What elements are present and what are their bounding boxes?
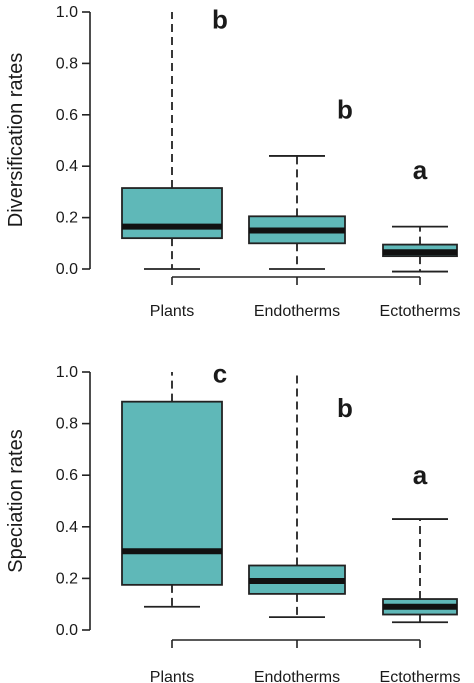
y-tick-label: 0.2 bbox=[56, 210, 78, 227]
speciation-panel: 0.0 0.2 0.4 0.6 0.8 1.0 Speciation rates Plants… bbox=[5, 358, 460, 683]
y-tick-label: 0.2 bbox=[56, 570, 78, 587]
y-tick-label: 0.8 bbox=[56, 55, 78, 72]
diversification-panel: 0.0 0.2 0.4 0.6 0.8 1.0 Diversification rates P… bbox=[5, 4, 460, 320]
y-tick-label: 0.0 bbox=[56, 622, 78, 639]
y-tick-label: 0.0 bbox=[56, 261, 78, 278]
significance-letter: b bbox=[337, 393, 353, 423]
y-axis-title: Diversification rates bbox=[5, 53, 27, 228]
y-tick-label: 1.0 bbox=[56, 4, 78, 21]
y-axis-title: Speciation rates bbox=[5, 429, 27, 572]
y-tick-label: 0.8 bbox=[56, 416, 78, 433]
x-category-label: Endotherms bbox=[254, 669, 340, 683]
box-iqr bbox=[121, 400, 223, 586]
significance-letter: b bbox=[337, 95, 353, 125]
x-category-label: Plants bbox=[150, 669, 194, 683]
y-tick-label: 1.0 bbox=[56, 364, 78, 381]
y-tick-label: 0.4 bbox=[56, 158, 78, 175]
y-tick-label: 0.4 bbox=[56, 519, 78, 536]
significance-letter: c bbox=[213, 358, 227, 388]
x-category-label: Endotherms bbox=[254, 303, 340, 320]
x-category-label: Ectotherms bbox=[380, 669, 461, 683]
significance-letter: a bbox=[413, 155, 428, 185]
x-category-label: Plants bbox=[150, 303, 194, 320]
x-category-label: Ectotherms bbox=[380, 303, 461, 320]
y-tick-label: 0.6 bbox=[56, 467, 78, 484]
significance-letter: b bbox=[212, 5, 228, 35]
y-tick-label: 0.6 bbox=[56, 107, 78, 124]
box-iqr bbox=[121, 187, 223, 240]
significance-letter: a bbox=[413, 460, 428, 490]
